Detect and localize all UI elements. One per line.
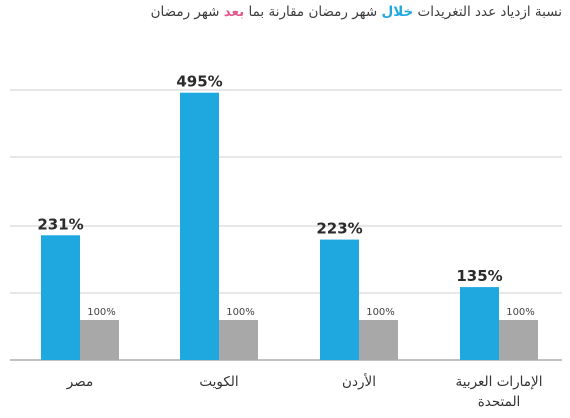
title-part-1: نسبة ازدياد عدد التغريدات <box>413 4 562 20</box>
bar-primary <box>460 287 499 360</box>
title-part-2: شهر رمضان مقارنة بما <box>244 4 382 20</box>
baseline-label: 100% <box>506 307 535 318</box>
bar-primary <box>41 235 80 360</box>
baseline-label: 100% <box>366 307 395 318</box>
value-label: 135% <box>456 267 502 285</box>
category-label: الإمارات العربية <box>456 374 543 390</box>
baseline-label: 100% <box>226 307 255 318</box>
title-part-3: شهر رمضان <box>150 4 224 20</box>
title-highlight-after: بعد <box>223 4 245 20</box>
bar-baseline <box>359 320 398 360</box>
value-label: 231% <box>37 215 83 233</box>
chart-title: نسبة ازدياد عدد التغريدات خلال شهر رمضان… <box>0 4 562 20</box>
value-label: 495% <box>176 73 222 91</box>
bar-baseline <box>219 320 258 360</box>
value-label: 223% <box>316 220 362 238</box>
title-highlight-during: خلال <box>381 4 414 20</box>
category-label: مصر <box>66 374 93 390</box>
category-label: الكويت <box>199 374 238 390</box>
baseline-label: 100% <box>87 307 116 318</box>
bar-baseline <box>80 320 119 360</box>
category-label: الأردن <box>342 373 376 390</box>
bar-baseline <box>499 320 538 360</box>
bar-primary <box>320 239 359 360</box>
category-label: المتحدة <box>478 394 521 410</box>
bar-primary <box>180 92 219 360</box>
